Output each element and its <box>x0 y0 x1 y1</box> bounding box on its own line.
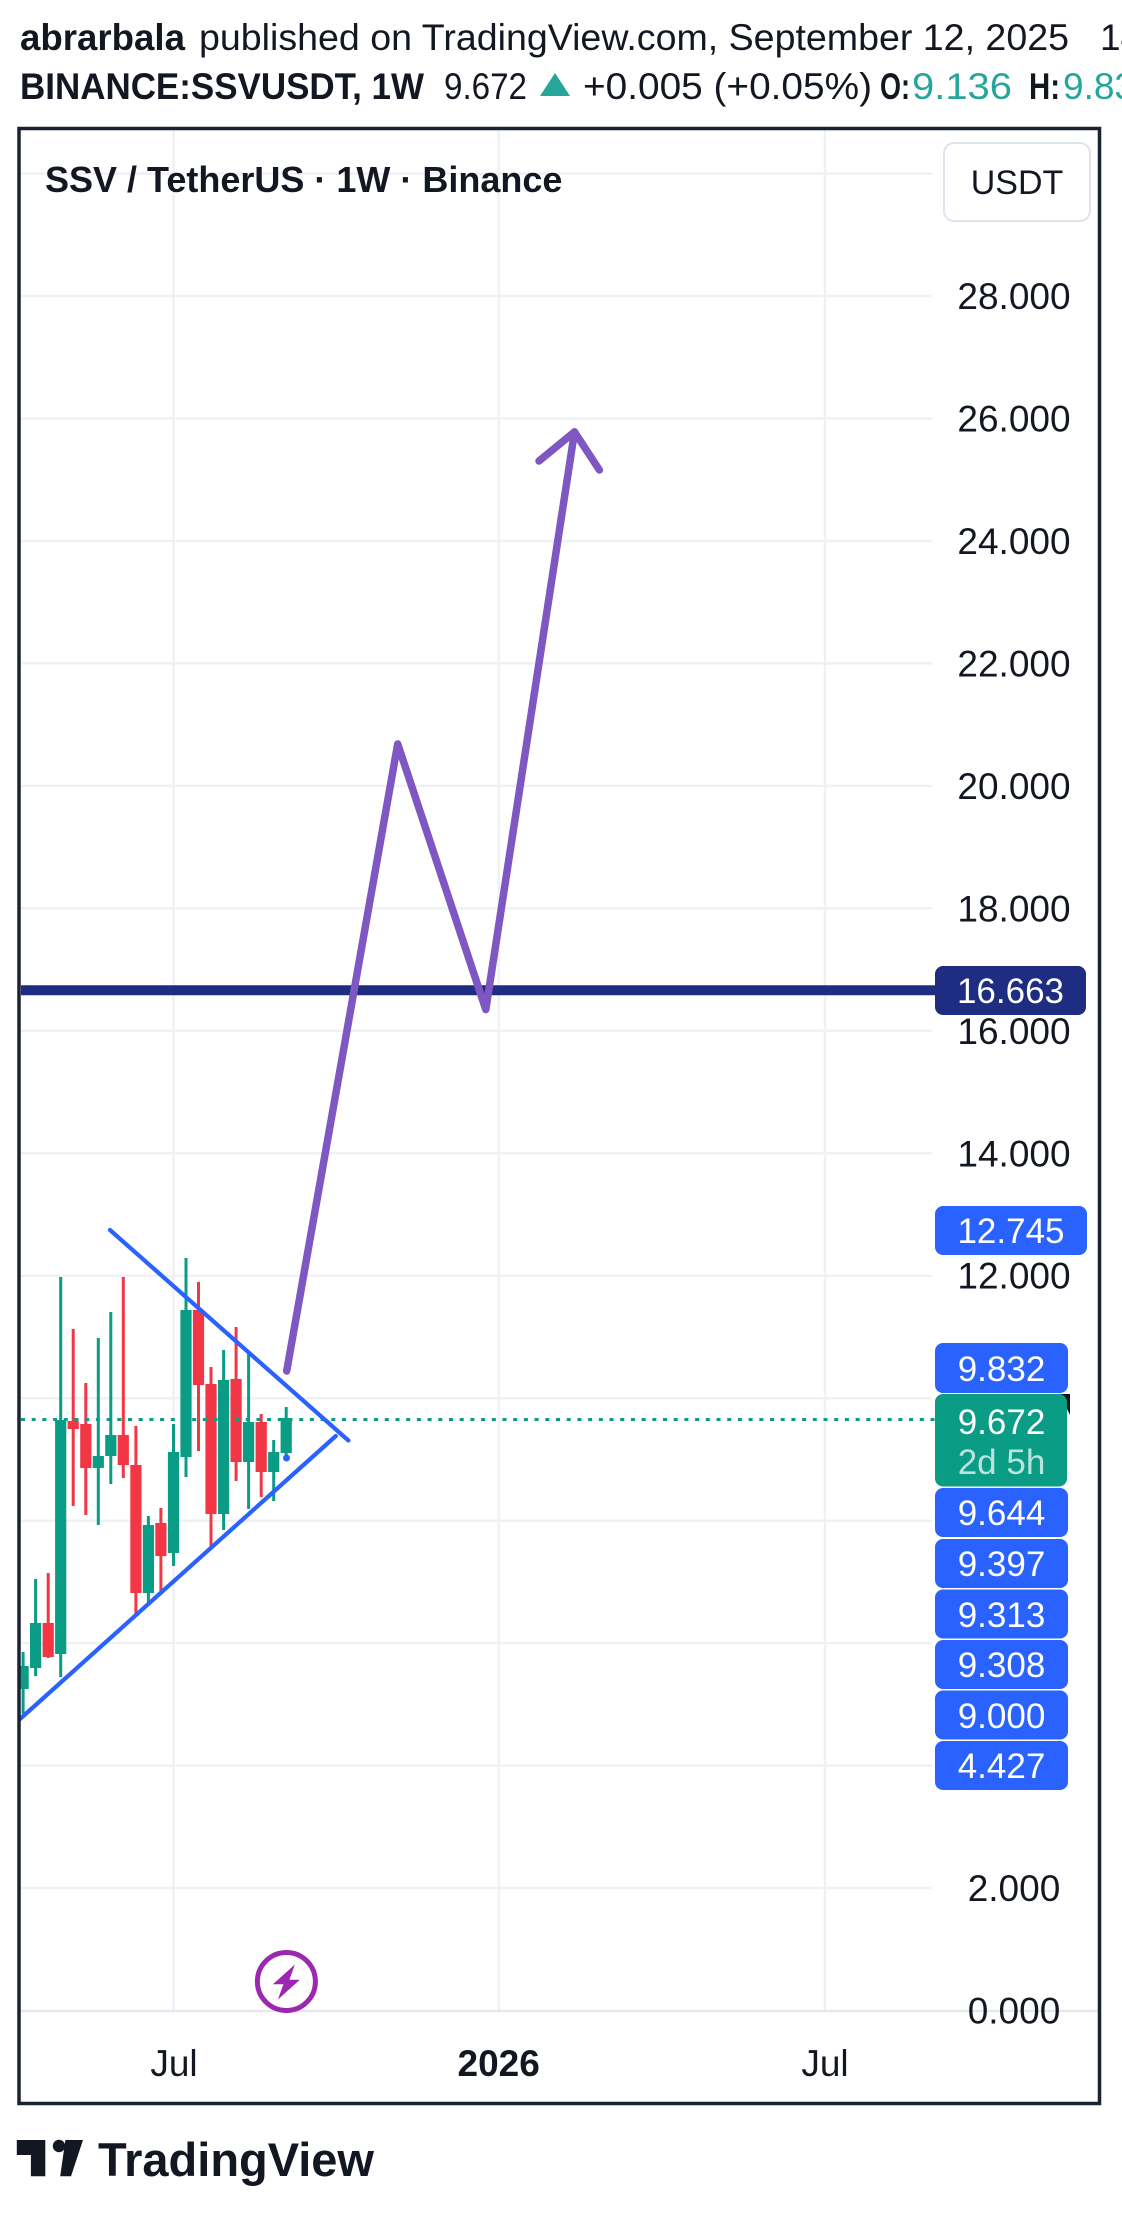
svg-text:abrarbala: abrarbala <box>20 17 185 58</box>
svg-text:+0.005 (+0.05%): +0.005 (+0.05%) <box>583 66 872 107</box>
svg-text:9.644: 9.644 <box>958 1494 1046 1533</box>
svg-text:9.308: 9.308 <box>958 1646 1046 1685</box>
svg-text:14:18: 14:18 <box>1100 17 1122 58</box>
svg-text:24.000: 24.000 <box>957 521 1070 562</box>
svg-text:18.000: 18.000 <box>957 888 1070 929</box>
svg-text:O:: O: <box>880 66 910 107</box>
svg-text:BINANCE:SSVUSDT, 1W: BINANCE:SSVUSDT, 1W <box>20 66 424 107</box>
svg-text:16.000: 16.000 <box>957 1011 1070 1052</box>
svg-text:USDT: USDT <box>971 164 1064 202</box>
svg-text:Jul: Jul <box>801 2043 848 2084</box>
svg-text:9.832: 9.832 <box>958 1350 1046 1389</box>
svg-text:20.000: 20.000 <box>957 766 1070 807</box>
svg-text:14.000: 14.000 <box>957 1133 1070 1174</box>
svg-text:9.83: 9.83 <box>1063 66 1122 107</box>
svg-text:0.000: 0.000 <box>968 1991 1061 2032</box>
svg-text:SSV / TetherUS · 1W · Binance: SSV / TetherUS · 1W · Binance <box>45 159 562 200</box>
svg-text:28.000: 28.000 <box>957 276 1070 317</box>
svg-text:9.397: 9.397 <box>958 1545 1046 1584</box>
svg-text:26.000: 26.000 <box>957 399 1070 440</box>
svg-text:9.313: 9.313 <box>958 1596 1046 1635</box>
svg-text:9.672: 9.672 <box>444 66 527 107</box>
svg-text:16.663: 16.663 <box>957 972 1064 1011</box>
svg-text:12.745: 12.745 <box>957 1212 1064 1251</box>
svg-text:2026: 2026 <box>458 2043 540 2084</box>
svg-text:Jul: Jul <box>150 2043 197 2084</box>
svg-text:12.000: 12.000 <box>957 1256 1070 1297</box>
svg-text:9.672: 9.672 <box>958 1403 1046 1442</box>
svg-text:H:: H: <box>1029 66 1060 107</box>
svg-text:4.427: 4.427 <box>958 1747 1046 1786</box>
svg-text:TradingView: TradingView <box>98 2133 374 2186</box>
svg-text:2.000: 2.000 <box>968 1868 1061 1909</box>
svg-text:22.000: 22.000 <box>957 643 1070 684</box>
svg-text:9.136: 9.136 <box>912 66 1012 107</box>
svg-text:2d 5h: 2d 5h <box>958 1443 1046 1482</box>
svg-text:9.000: 9.000 <box>958 1697 1046 1736</box>
svg-text:published on TradingView.com,: published on TradingView.com, September … <box>199 17 1069 58</box>
